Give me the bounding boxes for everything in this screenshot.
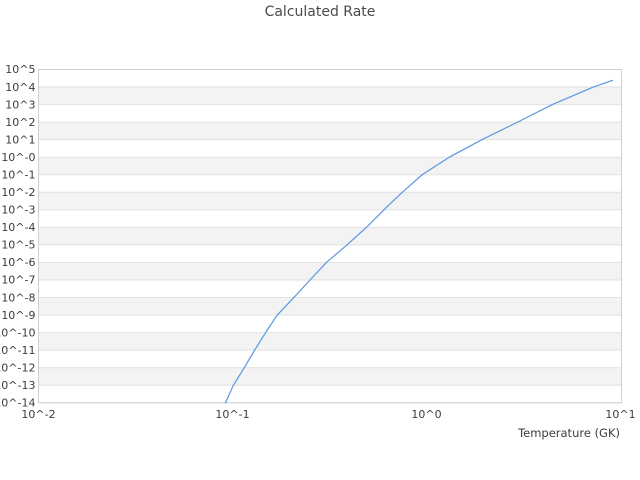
y-tick-label: 10^-9 <box>1 309 35 322</box>
y-tick-label: 10^3 <box>5 98 35 111</box>
y-tick-label: 10^4 <box>5 81 35 94</box>
y-tick-label: 10^-4 <box>1 221 35 234</box>
decade-band <box>38 227 622 245</box>
decade-band <box>38 262 622 281</box>
y-tick-label: 10^-11 <box>0 344 36 357</box>
y-tick-label: 10^2 <box>5 116 35 129</box>
decade-band <box>38 297 622 316</box>
y-tick-label: 10^5 <box>5 63 35 76</box>
y-tick-label: 10^-2 <box>1 186 35 199</box>
y-tick-label: 10^1 <box>5 133 35 146</box>
x-tick-label: 10^-2 <box>21 408 55 421</box>
x-tick-label: 10^0 <box>411 408 441 421</box>
chart-title: Calculated Rate <box>264 4 376 20</box>
y-tick-label: 10^-12 <box>0 361 36 374</box>
y-tick-label: 10^-1 <box>1 168 35 181</box>
decade-band <box>38 367 622 386</box>
y-tick-label: 10^-7 <box>1 274 35 287</box>
y-tick-label: 10^-5 <box>1 239 35 252</box>
y-tick-label: 10^-8 <box>1 291 35 304</box>
decade-band <box>38 332 622 351</box>
plot-frame <box>38 69 622 404</box>
decade-band <box>38 87 622 105</box>
decade-band <box>38 157 622 175</box>
y-tick-label: 10^-10 <box>0 326 36 339</box>
y-tick-label: 10^-14 <box>0 397 36 410</box>
y-tick-label: 10^-3 <box>1 204 35 217</box>
y-tick-label: 10^-6 <box>1 256 35 269</box>
x-tick-label: 10^-1 <box>215 408 249 421</box>
y-tick-label: 10^-13 <box>0 379 36 392</box>
decade-band <box>38 122 622 140</box>
x-axis-title: Temperature (GK) <box>517 426 620 440</box>
rate-curve <box>224 79 614 404</box>
decade-band <box>38 192 622 210</box>
y-tick-label: 10^-0 <box>1 151 35 164</box>
x-tick-label: 10^1 <box>605 408 635 421</box>
